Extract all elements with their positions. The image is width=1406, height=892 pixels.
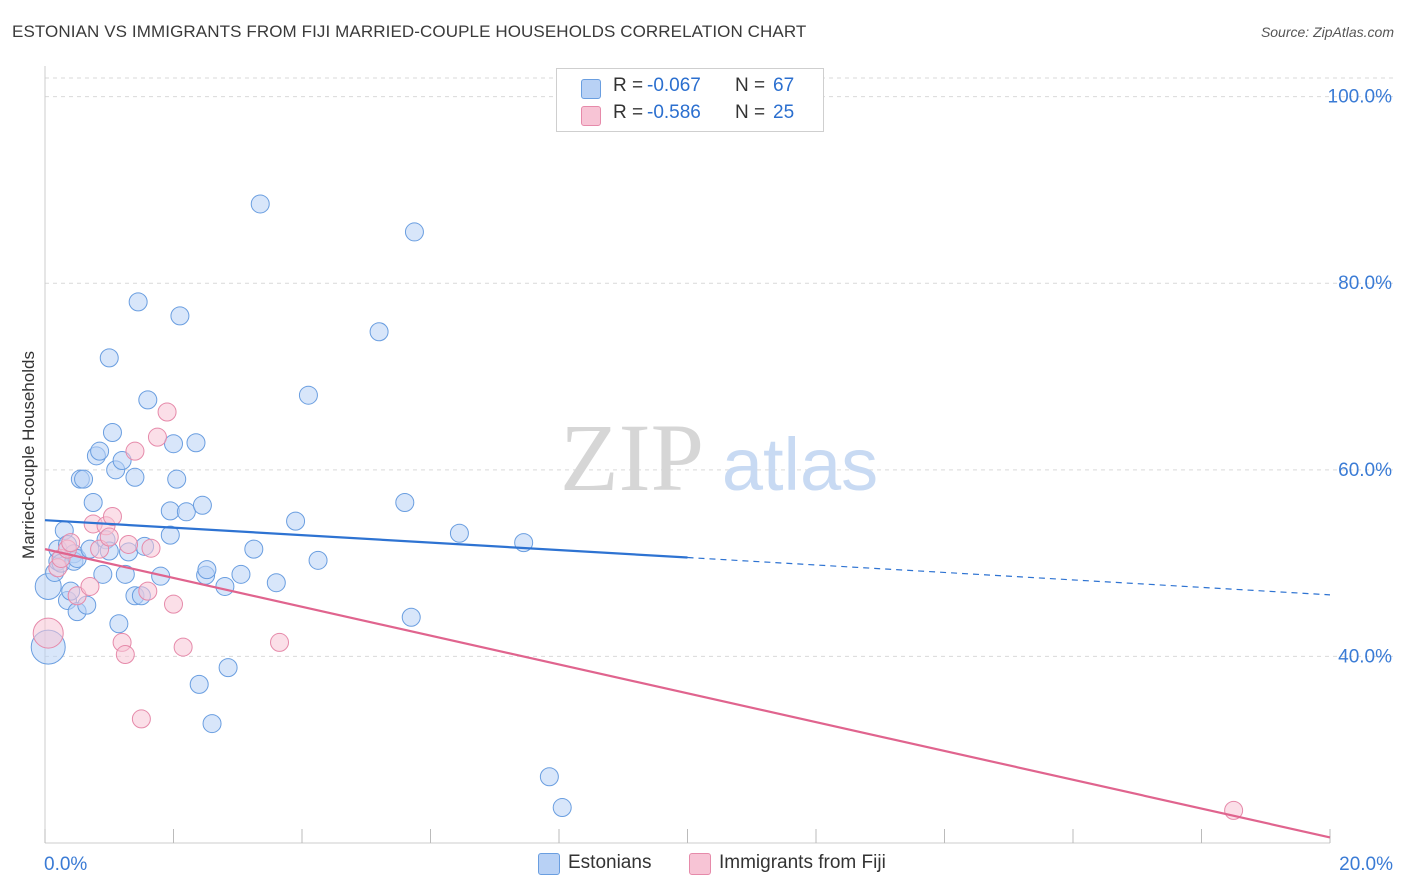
bottom-legend-label: Immigrants from Fiji (719, 852, 886, 873)
fiji-point (61, 533, 81, 553)
fiji-trend-line (44, 548, 1331, 839)
data-points (30, 194, 1244, 820)
trend-lines (44, 519, 1331, 839)
legend-swatch-pink (581, 106, 601, 126)
bottom-legend-swatch-blue (538, 853, 560, 875)
watermark-zip: ZIP (560, 404, 704, 511)
fiji-point (164, 594, 183, 614)
fiji-point (67, 586, 87, 606)
estonian-point (286, 511, 306, 531)
legend-n-label: N = (735, 75, 766, 96)
chart-title: ESTONIAN VS IMMIGRANTS FROM FIJI MARRIED… (12, 22, 807, 41)
estonian-point (176, 502, 196, 522)
estonian-point (164, 434, 183, 454)
legend-n-label: N = (735, 102, 766, 123)
legend-r-label: R = (613, 102, 644, 123)
estonian-trend-line (44, 519, 688, 559)
estonian-point (160, 525, 180, 545)
estonian-point (231, 564, 251, 584)
estonian-point (167, 469, 187, 489)
estonian-point (197, 560, 217, 580)
estonian-point (244, 539, 264, 559)
estonian-point (74, 469, 94, 489)
estonian-trend-extension (687, 556, 1331, 596)
estonian-point (395, 492, 415, 512)
estonian-point (186, 433, 206, 453)
legend-swatch-blue (581, 79, 601, 99)
estonian-point (115, 564, 135, 584)
estonian-point (404, 222, 424, 242)
fiji-point (80, 576, 100, 596)
fiji-point (119, 534, 139, 554)
estonian-point (192, 495, 212, 515)
watermark-atlas: atlas (722, 423, 878, 506)
legend-r-label: R = (613, 75, 644, 96)
fiji-point (125, 441, 145, 461)
fiji-point (270, 632, 290, 652)
estonian-point (83, 492, 103, 512)
estonian-point (552, 798, 572, 818)
fiji-point (141, 538, 161, 558)
stats-legend: R = -0.067 N = 67 R = -0.586 N = 25 (556, 68, 824, 132)
estonian-point (138, 390, 158, 410)
x-tick-label: 20.0% (1339, 854, 1393, 875)
legend-n-value: 25 (773, 102, 795, 123)
estonian-point (266, 573, 286, 593)
legend-n-value: 67 (773, 75, 795, 96)
estonian-point (90, 441, 110, 461)
x-tick-label: 0.0% (44, 854, 87, 875)
fiji-point (102, 506, 122, 526)
fiji-point (138, 581, 158, 601)
estonian-point (308, 550, 328, 570)
estonian-point (125, 467, 145, 487)
bottom-legend-swatch-pink (689, 853, 711, 875)
fiji-point (147, 427, 167, 447)
estonian-point (298, 385, 318, 405)
estonian-point (102, 423, 122, 443)
estonian-point (128, 292, 148, 312)
tick-labels: 40.0% 60.0% 80.0% 100.0% 0.0% 20.0% (44, 87, 1393, 875)
legend-r-value: -0.586 (647, 102, 701, 123)
estonian-point (170, 306, 190, 326)
fiji-point (99, 527, 119, 547)
legend-r-value: -0.067 (647, 75, 701, 96)
y-tick-label: 60.0% (1338, 460, 1392, 481)
fiji-point (131, 709, 151, 729)
axes (44, 66, 1331, 844)
estonian-point (449, 523, 469, 543)
watermark: ZIP atlas (560, 404, 878, 511)
estonian-point (250, 194, 270, 214)
source-label: Source: ZipAtlas.com (1260, 24, 1394, 40)
y-tick-label: 80.0% (1338, 273, 1392, 294)
fiji-point (32, 617, 64, 649)
estonian-point (189, 674, 209, 694)
estonian-point (218, 658, 238, 678)
estonian-point (109, 614, 129, 634)
estonian-point (215, 576, 235, 596)
estonian-point (93, 564, 113, 584)
y-tick-label: 40.0% (1338, 646, 1392, 667)
estonian-point (99, 348, 119, 368)
fiji-point (115, 645, 135, 665)
estonian-point (160, 501, 180, 521)
estonian-point (369, 322, 389, 342)
fiji-point (157, 402, 177, 422)
fiji-point (173, 637, 193, 657)
estonian-point (112, 451, 132, 470)
estonian-point (202, 714, 222, 734)
y-axis-label: Married-couple Households (19, 351, 38, 559)
y-tick-label: 100.0% (1328, 87, 1393, 108)
estonian-point (539, 767, 559, 787)
estonian-point (401, 607, 421, 627)
bottom-legend-label: Estonians (568, 852, 652, 873)
